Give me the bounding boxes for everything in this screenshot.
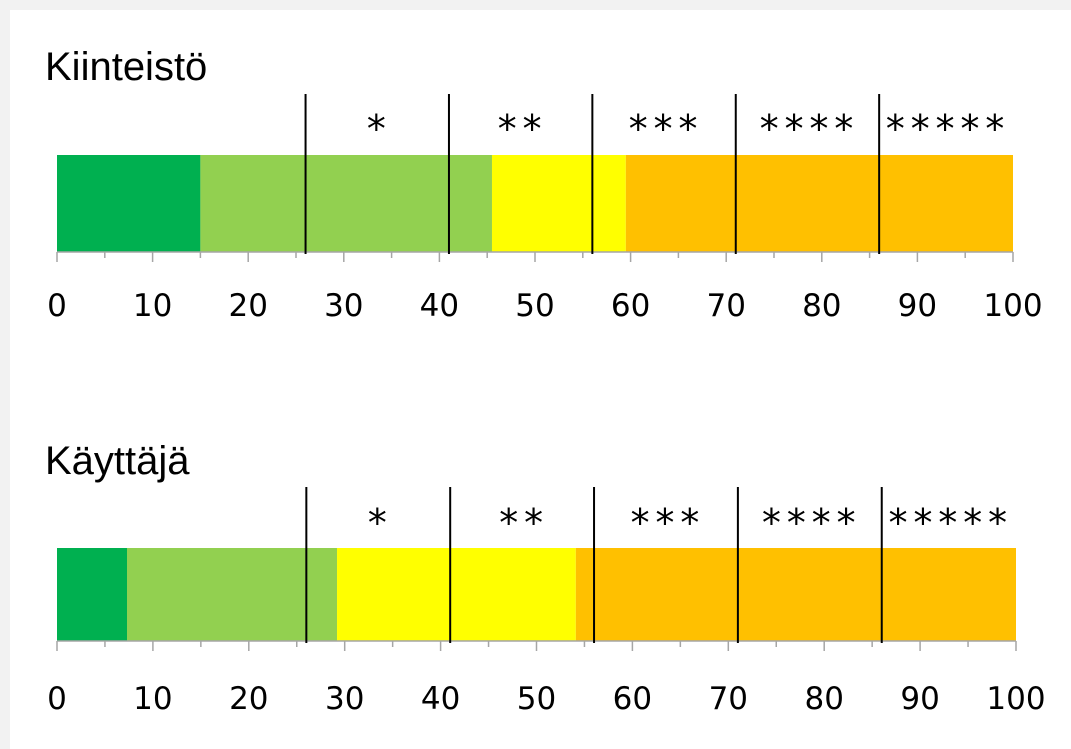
x-tick-label: 100 xyxy=(986,681,1045,717)
bar-segment xyxy=(57,548,128,641)
rating-label: **** xyxy=(760,501,860,545)
chart-title: Kiinteistö xyxy=(45,45,207,89)
rating-label: * xyxy=(365,107,390,151)
x-tick-label: 40 xyxy=(420,288,459,324)
x-tick-label: 0 xyxy=(47,288,67,324)
x-tick-label: 70 xyxy=(709,681,748,717)
rating-label: **** xyxy=(758,107,858,151)
x-tick-label: 10 xyxy=(133,681,172,717)
x-tick-label: 40 xyxy=(421,681,460,717)
rating-label: ***** xyxy=(884,107,1008,151)
x-tick-label: 100 xyxy=(983,288,1042,324)
bar-segment xyxy=(200,155,492,252)
rating-label: ** xyxy=(496,107,546,151)
bar-segment xyxy=(127,548,338,641)
x-tick-label: 0 xyxy=(47,681,67,717)
bar-segment xyxy=(625,155,1013,252)
x-tick-label: 30 xyxy=(324,288,363,324)
chart-canvas: Kiinteistö 0 10 20 30 40 50 60 70 80 90 100 * ** *** **… xyxy=(10,10,1071,749)
rating-label: ** xyxy=(497,501,547,545)
x-tick-label: 80 xyxy=(802,288,841,324)
bar-segment xyxy=(491,155,626,252)
bar-segment xyxy=(575,548,1016,641)
x-tick-label: 20 xyxy=(228,288,267,324)
x-tick-label: 70 xyxy=(706,288,745,324)
x-tick-label: 80 xyxy=(804,681,843,717)
bar-segment xyxy=(337,548,576,641)
rating-label: *** xyxy=(627,107,702,151)
x-tick-label: 90 xyxy=(900,681,939,717)
rating-label: * xyxy=(366,501,391,545)
x-tick-label: 60 xyxy=(613,681,652,717)
chart-title: Käyttäjä xyxy=(45,439,190,483)
x-tick-label: 10 xyxy=(133,288,172,324)
bar-segment xyxy=(57,155,201,252)
rating-label: ***** xyxy=(887,501,1011,545)
x-tick-label: 30 xyxy=(325,681,364,717)
rating-label: *** xyxy=(629,501,704,545)
x-tick-label: 20 xyxy=(229,681,268,717)
x-tick-label: 50 xyxy=(515,288,554,324)
x-tick-label: 90 xyxy=(898,288,937,324)
x-tick-label: 60 xyxy=(611,288,650,324)
x-tick-label: 50 xyxy=(517,681,556,717)
